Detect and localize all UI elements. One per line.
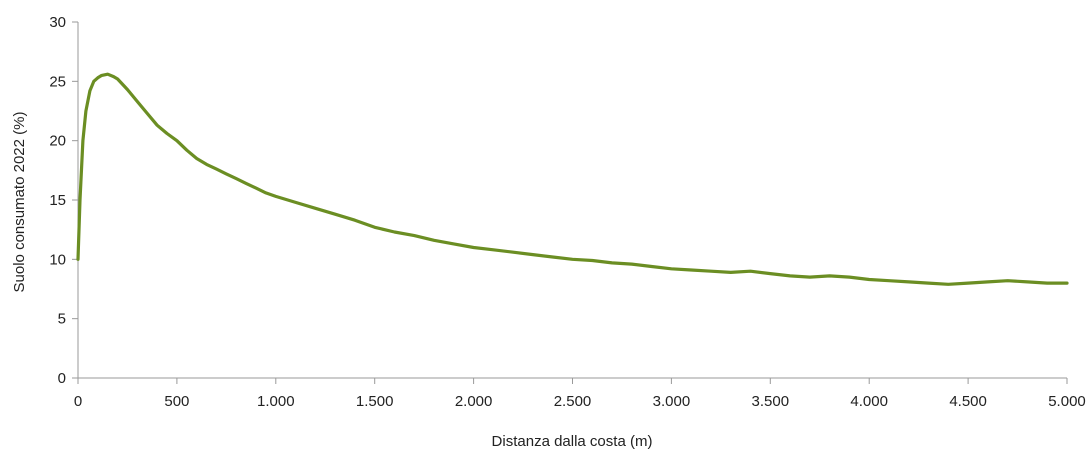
x-tick-label: 4.500 bbox=[949, 393, 987, 410]
x-tick-label: 5.000 bbox=[1048, 393, 1086, 410]
y-tick-label: 0 bbox=[58, 370, 66, 387]
x-tick-label: 3.000 bbox=[653, 393, 691, 410]
y-tick-label: 30 bbox=[49, 14, 66, 31]
x-tick-label: 500 bbox=[164, 393, 189, 410]
series-layer bbox=[76, 72, 1069, 286]
x-tick-label: 0 bbox=[74, 393, 82, 410]
y-tick-label: 10 bbox=[49, 251, 66, 268]
y-tick-label: 25 bbox=[49, 73, 66, 90]
y-axis: 0 5 10 15 20 25 30 bbox=[49, 14, 79, 387]
x-tick-label: 3.500 bbox=[752, 393, 790, 410]
y-tick-label: 15 bbox=[49, 192, 66, 209]
x-tick-label: 1.000 bbox=[257, 393, 295, 410]
y-tick-label: 20 bbox=[49, 133, 66, 150]
y-axis-title: Suolo consumato 2022 (%) bbox=[11, 112, 28, 293]
x-tick-label: 2.500 bbox=[554, 393, 592, 410]
x-tick-label: 1.500 bbox=[356, 393, 394, 410]
x-axis-title: Distanza dalla costa (m) bbox=[492, 433, 653, 450]
x-tick-label: 2.000 bbox=[455, 393, 493, 410]
x-tick-label: 4.000 bbox=[850, 393, 888, 410]
series-line bbox=[76, 72, 1069, 286]
y-axis-ticks: 0 5 10 15 20 25 30 bbox=[49, 14, 78, 387]
x-axis: 0 500 1.000 1.500 2.000 2.500 3.000 3.500 4.000 4… bbox=[74, 377, 1086, 410]
y-tick-label: 5 bbox=[58, 311, 66, 328]
x-axis-ticks: 0 500 1.000 1.500 2.000 2.500 3.000 3.500 4.000 4… bbox=[74, 378, 1086, 410]
